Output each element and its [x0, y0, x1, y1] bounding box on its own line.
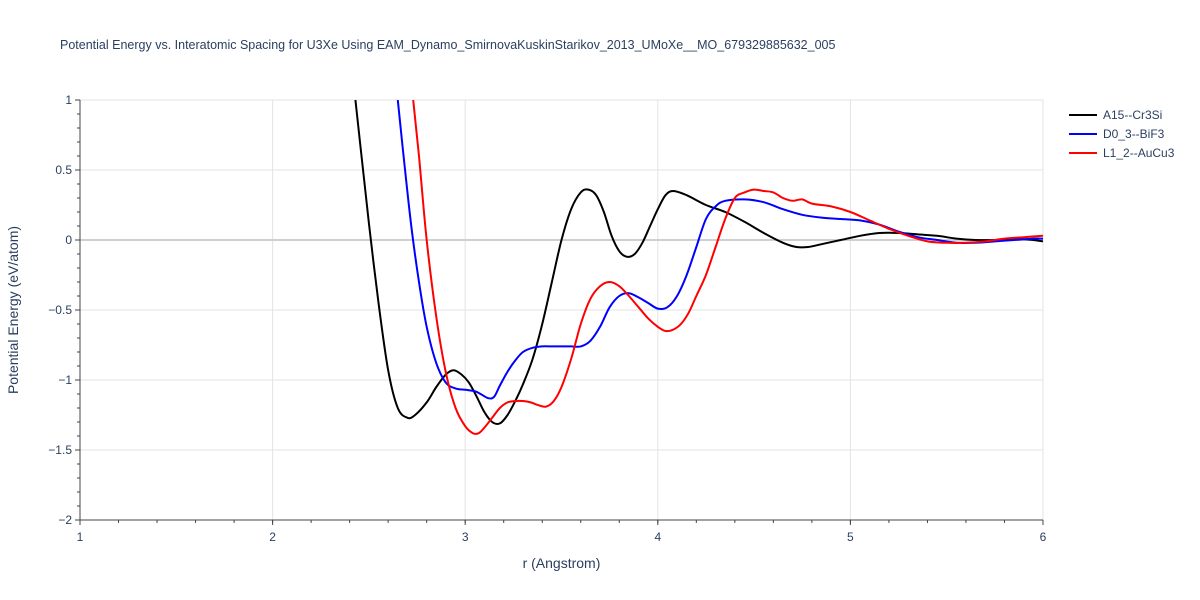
- legend-label: D0_3--BiF3: [1103, 127, 1165, 141]
- axes: 1 2 3 4 5 6 −2 −1.5 −1 −0.5 0 0.5 1: [48, 93, 1046, 544]
- x-tick-label: 2: [269, 530, 276, 544]
- x-tick-label: 5: [847, 530, 854, 544]
- y-tick-label: 0.5: [55, 163, 72, 177]
- series-line-2: [412, 100, 1043, 435]
- y-tick-label: −1: [58, 373, 72, 387]
- y-tick-label: 0: [65, 233, 72, 247]
- legend-label: L1_2--AuCu3: [1103, 146, 1175, 160]
- series-lines: [354, 100, 1043, 435]
- legend-label: A15--Cr3Si: [1103, 108, 1162, 122]
- legend: A15--Cr3Si D0_3--BiF3 L1_2--AuCu3: [1069, 108, 1175, 160]
- x-tick-label: 4: [654, 530, 661, 544]
- x-tick-label: 1: [77, 530, 84, 544]
- series-line-0: [354, 100, 1043, 425]
- grid: [80, 99, 1044, 520]
- x-axis-title: r (Angstrom): [523, 555, 601, 571]
- chart-title: Potential Energy vs. Interatomic Spacing…: [60, 38, 836, 52]
- y-axis-title: Potential Energy (eV/atom): [5, 226, 21, 394]
- y-tick-label: −0.5: [48, 303, 72, 317]
- y-tick-label: −2: [58, 513, 72, 527]
- y-tick-label: 1: [65, 93, 72, 107]
- series-line-1: [396, 100, 1043, 400]
- x-tick-label: 3: [462, 530, 469, 544]
- y-tick-label: −1.5: [48, 443, 72, 457]
- x-tick-label: 6: [1040, 530, 1047, 544]
